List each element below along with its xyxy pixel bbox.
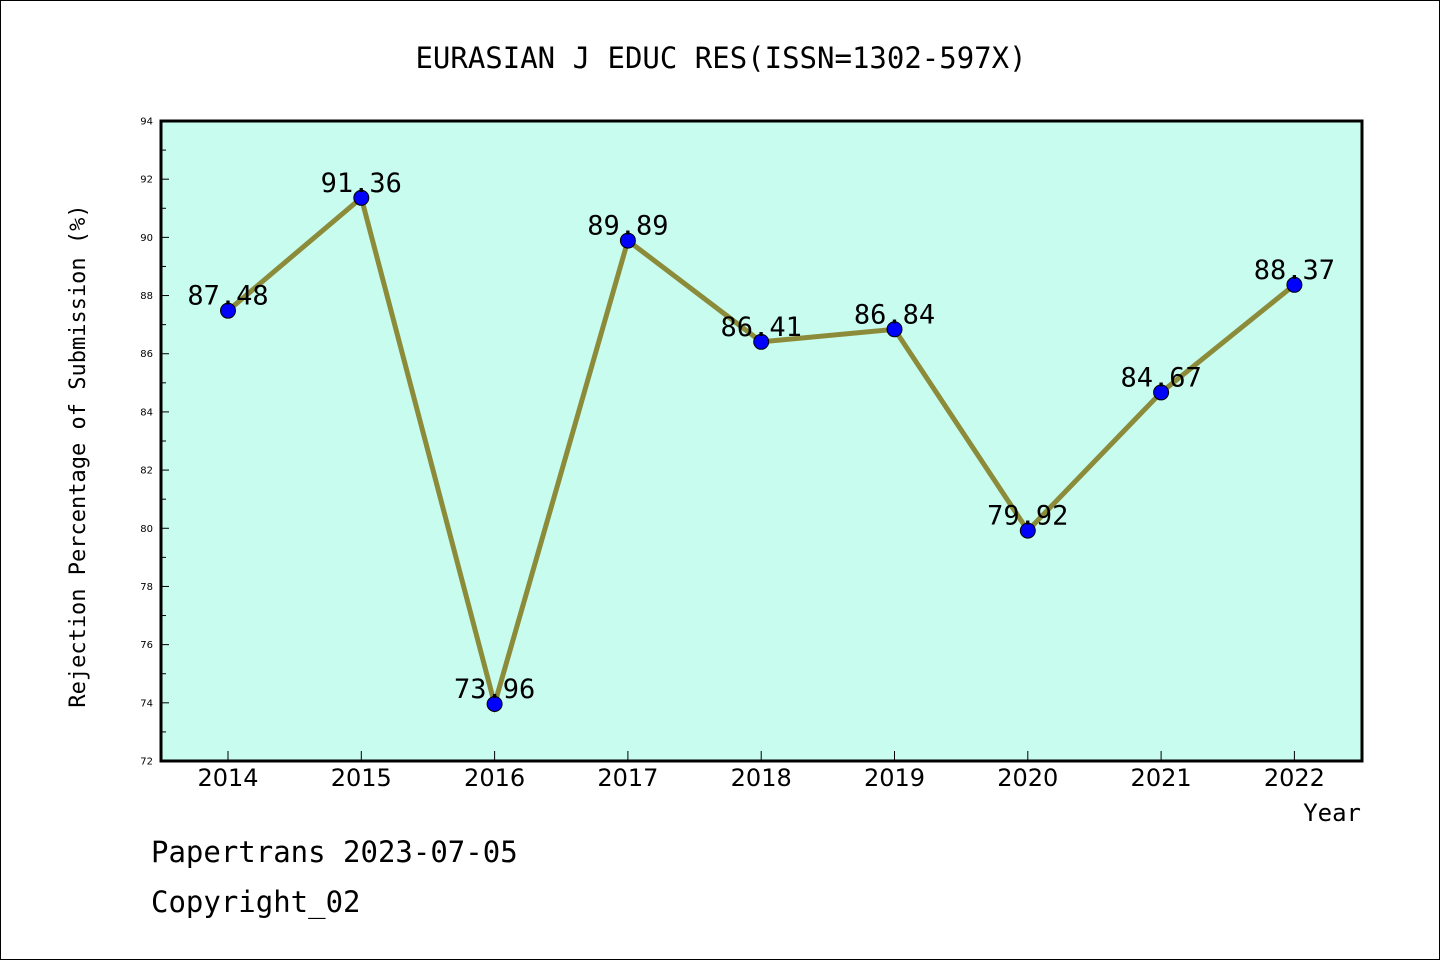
y-tick-label: 80 xyxy=(140,524,153,535)
data-label: 86.41 xyxy=(721,312,802,343)
y-tick-label: 78 xyxy=(140,582,153,593)
data-label: 79.92 xyxy=(987,501,1068,532)
x-tick-label: 2021 xyxy=(1131,764,1192,792)
data-label: 73.96 xyxy=(454,674,535,705)
data-point-marker xyxy=(886,321,903,338)
y-tick-label: 94 xyxy=(140,117,153,128)
series-markers xyxy=(220,189,1303,712)
data-label: 87.48 xyxy=(187,281,268,312)
data-point-marker xyxy=(353,189,370,206)
y-tick-label: 90 xyxy=(140,233,153,244)
x-tick-label: 2020 xyxy=(997,764,1058,792)
data-label: 89.89 xyxy=(587,211,668,242)
y-tick-label: 72 xyxy=(140,757,153,768)
data-label: 91.36 xyxy=(321,168,402,199)
data-point-marker xyxy=(1286,276,1303,293)
data-labels: 87.48 91.36 73.96 89.89 86.41 86.84 79.92 84.67… xyxy=(187,168,1335,705)
data-point-marker xyxy=(753,333,770,350)
plot-area xyxy=(159,119,1364,763)
data-point-marker xyxy=(1153,384,1170,401)
data-label: 84.67 xyxy=(1120,362,1201,393)
y-axis-ticks: 72 74 76 78 80 82 84 86 88 90 92 94 xyxy=(140,117,169,768)
data-point-marker xyxy=(1019,522,1036,539)
y-tick-label: 74 xyxy=(140,698,153,709)
x-tick-label: 2016 xyxy=(464,764,525,792)
x-axis-label: Year xyxy=(1303,799,1361,827)
x-tick-label: 2017 xyxy=(597,764,658,792)
y-axis-label: Rejection Percentage of Submission (%) xyxy=(66,204,91,707)
data-point-marker xyxy=(220,302,236,319)
footer-date: Papertrans 2023-07-05 xyxy=(151,835,518,869)
data-point-marker xyxy=(486,695,503,712)
x-tick-label: 2022 xyxy=(1264,764,1325,792)
footer-copyright: Copyright_02 xyxy=(151,885,361,919)
y-tick-label: 86 xyxy=(140,349,153,360)
data-label: 88.37 xyxy=(1254,255,1335,286)
y-tick-label: 76 xyxy=(140,640,153,651)
data-point-marker xyxy=(619,232,636,249)
y-tick-label: 92 xyxy=(140,175,153,186)
x-tick-label: 2018 xyxy=(731,764,792,792)
x-axis-ticks: 2014 2015 2016 2017 2018 2019 2020 2021 2022 xyxy=(197,751,1325,792)
x-tick-label: 2014 xyxy=(197,764,258,792)
x-tick-label: 2015 xyxy=(331,764,392,792)
y-tick-label: 88 xyxy=(140,291,153,302)
chart-title: EURASIAN J EDUC RES(ISSN=1302-597X) xyxy=(415,41,1026,75)
x-tick-label: 2019 xyxy=(864,764,925,792)
y-tick-label: 84 xyxy=(140,407,153,418)
y-tick-label: 82 xyxy=(140,466,153,477)
data-label: 86.84 xyxy=(854,299,935,330)
